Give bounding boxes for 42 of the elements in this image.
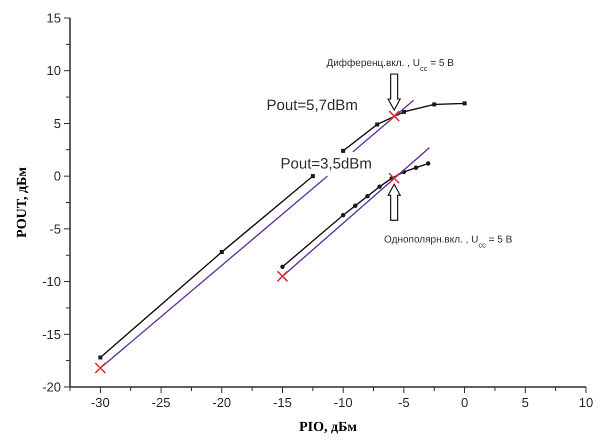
- point: [414, 166, 418, 170]
- point: [98, 355, 102, 360]
- annotation: Pout=3,5dBm: [280, 155, 372, 172]
- y-tick-label: -5: [49, 221, 61, 236]
- point: [388, 172, 400, 184]
- x-tick-label: -10: [334, 395, 353, 410]
- point: [310, 174, 315, 178]
- point: [365, 194, 370, 198]
- y-tick-label: -10: [42, 274, 61, 290]
- x-tick-label: -25: [152, 395, 170, 410]
- point: [375, 122, 380, 126]
- y-tick-label: -15: [42, 326, 61, 342]
- point: [432, 102, 436, 106]
- annotation: Дифференц.вкл. , U$_{cc}$ = 5 В: [326, 58, 454, 73]
- y-axis-title: POUT, дБм: [15, 166, 30, 238]
- x-tick-label: -15: [273, 395, 292, 410]
- x-tick-label: 0: [460, 395, 468, 410]
- y-tick-label: 10: [46, 63, 61, 78]
- x-tick-label: -30: [90, 395, 110, 410]
- x-tick-label: 5: [522, 395, 529, 410]
- point: [377, 184, 382, 189]
- point: [402, 110, 406, 114]
- point: [276, 270, 288, 282]
- x-tick-label: -5: [398, 395, 410, 410]
- x-tick-label: 10: [578, 395, 594, 410]
- point: [220, 250, 224, 254]
- point: [340, 212, 346, 218]
- annotation: Pout=5,7dBm: [266, 97, 358, 114]
- point: [426, 161, 430, 166]
- point: [388, 110, 400, 122]
- x-axis-title: PIO, дБм: [299, 420, 358, 435]
- point: [280, 264, 285, 270]
- point: [353, 203, 358, 208]
- y-tick-label: 5: [54, 116, 61, 131]
- y-tick-label: 15: [46, 10, 61, 26]
- point: [341, 148, 346, 153]
- point: [462, 101, 467, 106]
- y-tick-label: 0: [54, 168, 61, 184]
- annotation: Однополярн.вкл. , U$_{cc}$ = 5 В: [384, 234, 513, 249]
- x-tick-label: -20: [212, 395, 232, 410]
- point: [94, 362, 106, 374]
- y-tick-label: -20: [42, 380, 61, 394]
